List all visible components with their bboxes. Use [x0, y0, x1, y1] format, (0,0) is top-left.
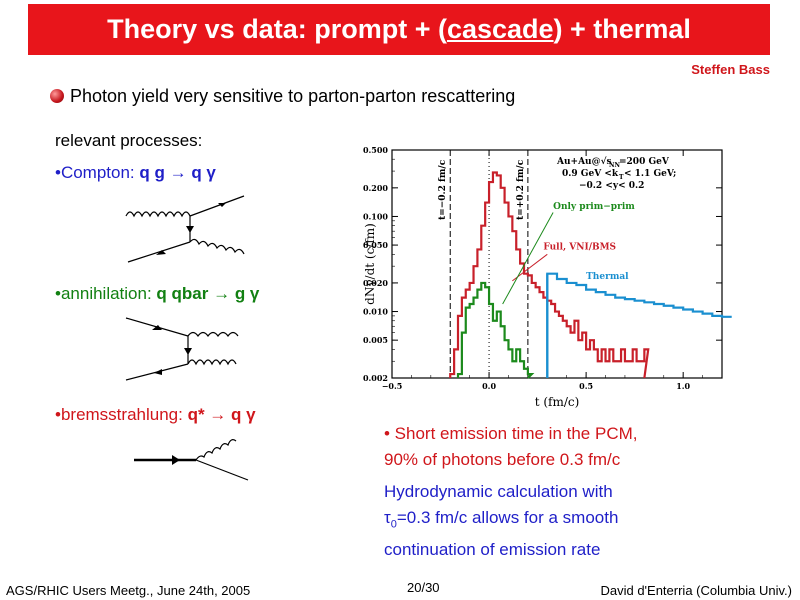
x-tick-label: 0.5 [579, 381, 593, 391]
main-bullet-text: Photon yield very sensitive to parton-pa… [70, 86, 516, 106]
note-line-4-text: =0.3 fm/c allows for a smooth [396, 508, 619, 527]
y-tick-label: 0.100 [363, 211, 388, 221]
y-tick-label: 0.020 [363, 278, 388, 288]
footer-meeting: AGS/RHIC Users Meetg., June 24th, 2005 [6, 583, 251, 598]
bremsstrahlung-formula: q* → q γ [187, 405, 256, 424]
footer-author: David d'Enterria (Columbia Univ.) [600, 583, 792, 598]
series-line [546, 272, 732, 378]
note-line-2: 90% of photons before 0.3 fm/c [384, 450, 621, 469]
compton-label: •Compton: [55, 163, 140, 182]
y-tick-label: 0.500 [363, 145, 388, 155]
tau-symbol: τ [384, 508, 391, 527]
note-line-5: continuation of emission rate [384, 540, 601, 560]
y-tick-label: 0.002 [363, 373, 388, 383]
chart-labels: t=−0.2 fm/c t=+0.2 fm/c Full, VNI/BMS Only … [363, 156, 676, 409]
compton-formula: q g → q γ [139, 163, 216, 182]
y-tick-label: 0.050 [363, 240, 388, 250]
y-tick-label: 0.200 [363, 183, 388, 193]
y-tick-label: 0.010 [363, 307, 388, 317]
photon-emission-chart: 0.002 0.005 0.010 0.020 0.050 0.100 0.200 0.500… [363, 145, 732, 409]
annotation-line-1b: =200 GeV [619, 157, 670, 167]
annotation-line-3: −0.2 <y< 0.2 [579, 181, 644, 191]
x-axis-label: t (fm/c) [535, 395, 580, 409]
annotation-line-1: Au+Au@√s [556, 156, 612, 167]
full-label: Full, VNI/BMS [543, 242, 616, 252]
notes-block: • Short emission time in the PCM, 90% of… [384, 421, 714, 563]
x-tick-label: 1.0 [676, 381, 690, 391]
y-axis-label: dNγ/dt (c/fm) [363, 223, 377, 305]
compton-feynman-diagram [125, 195, 245, 263]
annotation-sub-1: NN [609, 162, 620, 169]
title-underlined: cascade [446, 14, 554, 44]
plot-frame [391, 149, 723, 379]
tau-subscript: 0 [390, 518, 397, 531]
x-tick-label: 0.0 [482, 381, 496, 391]
thermal-label: Thermal [586, 272, 629, 282]
slide-title: Theory vs data: prompt + (cascade) + the… [28, 4, 770, 55]
annihilation-line: •annihilation: q qbar → g γ [55, 284, 259, 304]
time-marker-label: t=+0.2 fm/c [516, 159, 526, 220]
prim-label: Only prim−prim [553, 202, 635, 212]
red-bullet-icon [50, 89, 64, 103]
annihilation-formula: q qbar → g γ [156, 284, 260, 303]
footer-page-number: 20/30 [407, 580, 440, 595]
series-pointer-line [502, 212, 554, 305]
compton-line: •Compton: q g → q γ [55, 163, 216, 183]
note-line-3-text: Hydrodynamic calculation with [384, 482, 613, 501]
main-bullet: Photon yield very sensitive to parton-pa… [50, 86, 515, 107]
x-tick-label: −0.5 [382, 381, 403, 391]
title-bar: Theory vs data: prompt + (cascade) + the… [28, 4, 770, 55]
annihilation-feynman-diagram [125, 317, 239, 381]
y-tick-label: 0.005 [363, 335, 388, 345]
bremsstrahlung-line: •bremsstrahlung: q* → q γ [55, 405, 256, 425]
annotation-sub-2: T [619, 174, 624, 181]
chart-axes: 0.002 0.005 0.010 0.020 0.050 0.100 0.200 0.500… [363, 145, 723, 391]
processes-heading: relevant processes: [55, 131, 203, 150]
chart-series [449, 171, 732, 379]
annotation-line-2: 0.9 GeV <k [562, 169, 619, 179]
annotation-line-2b: < 1.1 GeV; [624, 169, 676, 179]
title-part-2: ) + thermal [553, 14, 691, 44]
title-part-1: Theory vs data: prompt + ( [107, 14, 447, 44]
note-line-4: τ0=0.3 fm/c allows for a smooth [384, 505, 714, 537]
note-line-1: • Short emission time in the PCM, [384, 424, 638, 443]
note-line-3: Hydrodynamic calculation with [384, 479, 714, 505]
annihilation-label: •annihilation: [55, 284, 157, 303]
bremsstrahlung-label: •bremsstrahlung: [55, 405, 188, 424]
bremsstrahlung-feynman-diagram [134, 439, 249, 481]
series-line [456, 281, 535, 379]
author-name: Steffen Bass [691, 62, 770, 77]
time-marker-label: t=−0.2 fm/c [438, 159, 448, 220]
